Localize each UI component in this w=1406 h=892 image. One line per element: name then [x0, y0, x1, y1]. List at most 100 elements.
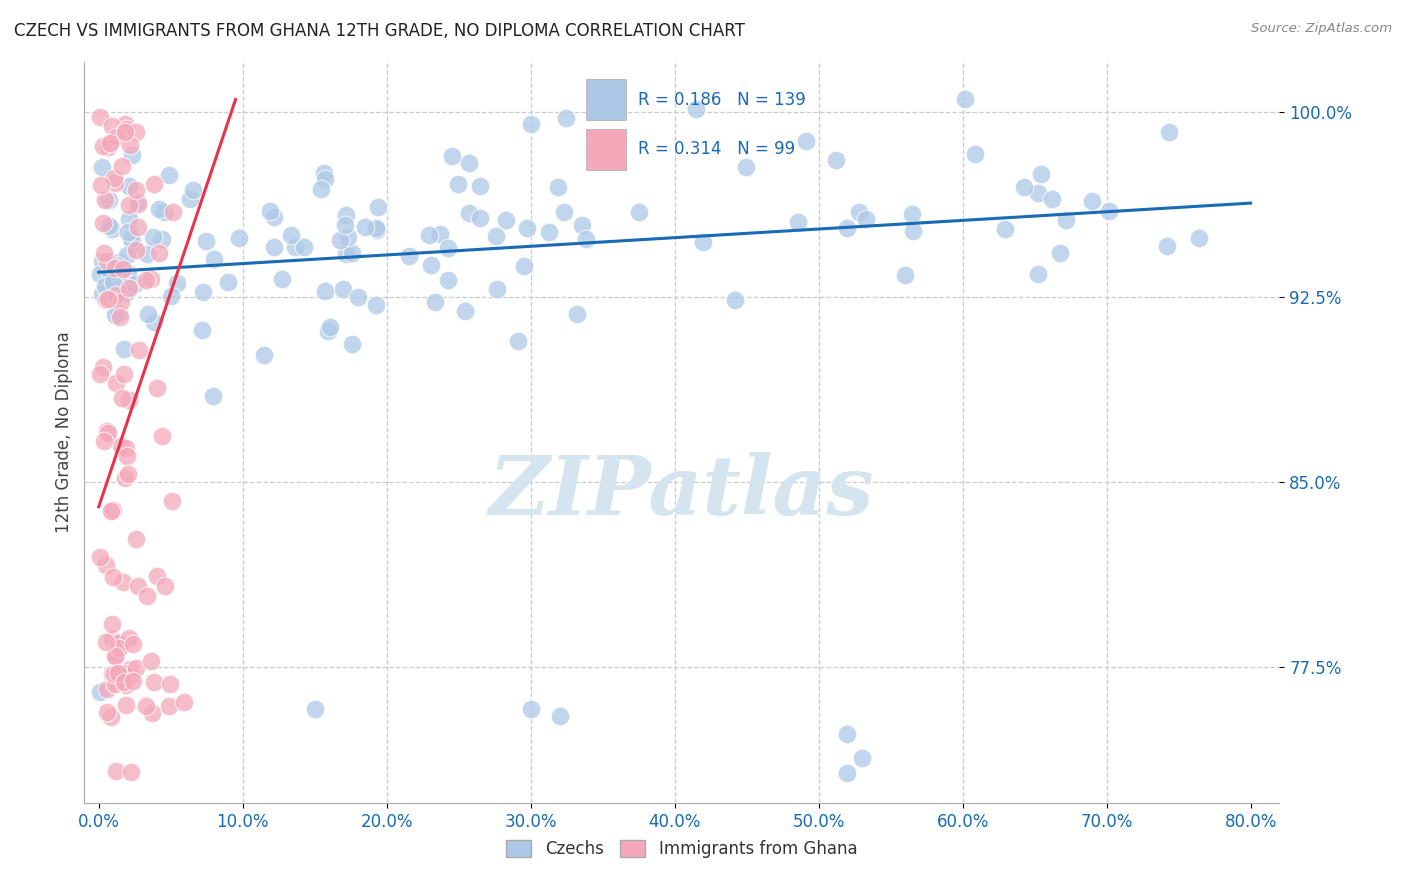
Point: [114, 125, 136, 139]
Point: [91, 216, 114, 230]
Point: [146, 569, 169, 583]
Point: [458, 206, 481, 220]
Point: [135, 247, 157, 261]
Point: [554, 111, 576, 125]
Point: [89, 267, 111, 281]
Point: [105, 764, 128, 779]
Point: [114, 117, 136, 131]
Point: [160, 494, 183, 508]
Point: [111, 391, 134, 405]
Point: [965, 147, 987, 161]
Point: [418, 228, 440, 243]
Point: [139, 272, 162, 286]
Point: [97, 193, 120, 207]
Point: [901, 207, 924, 221]
Legend: Czechs, Immigrants from Ghana: Czechs, Immigrants from Ghana: [499, 833, 865, 865]
Point: [104, 260, 127, 275]
Point: [93, 246, 115, 260]
Point: [90, 287, 112, 301]
Point: [148, 202, 170, 216]
Point: [354, 220, 377, 235]
Point: [136, 307, 159, 321]
Point: [685, 102, 707, 116]
Point: [398, 249, 420, 263]
Point: [122, 236, 145, 251]
Point: [314, 284, 336, 298]
Point: [96, 705, 118, 719]
Point: [94, 558, 117, 573]
Point: [347, 290, 370, 304]
Point: [111, 574, 134, 589]
Point: [336, 230, 359, 244]
Point: [506, 334, 529, 348]
Point: [139, 654, 162, 668]
Point: [519, 702, 541, 716]
Point: [1014, 180, 1036, 194]
Point: [364, 298, 387, 312]
Point: [538, 225, 561, 239]
Point: [115, 442, 138, 456]
Point: [89, 367, 111, 381]
Point: [513, 259, 536, 273]
Text: Source: ZipAtlas.com: Source: ZipAtlas.com: [1251, 22, 1392, 36]
Text: CZECH VS IMMIGRANTS FROM GHANA 12TH GRADE, NO DIPLOMA CORRELATION CHART: CZECH VS IMMIGRANTS FROM GHANA 12TH GRAD…: [14, 22, 745, 40]
Point: [202, 389, 225, 403]
Point: [420, 258, 443, 272]
Point: [98, 136, 121, 150]
Point: [1026, 267, 1049, 281]
Point: [292, 239, 315, 253]
Point: [855, 211, 877, 226]
Point: [96, 424, 118, 438]
Point: [423, 295, 446, 310]
Point: [851, 751, 873, 765]
Point: [111, 261, 134, 276]
Point: [122, 673, 145, 688]
Point: [837, 766, 859, 780]
Point: [575, 232, 598, 246]
Point: [118, 212, 141, 227]
Point: [894, 268, 917, 283]
Point: [516, 221, 538, 235]
Point: [335, 208, 357, 222]
Point: [112, 675, 135, 690]
Point: [217, 276, 239, 290]
Point: [101, 221, 124, 235]
Point: [173, 695, 195, 709]
Point: [280, 227, 302, 242]
Point: [329, 234, 352, 248]
Point: [142, 178, 165, 192]
Point: [104, 648, 127, 663]
Text: R = 0.186   N = 139: R = 0.186 N = 139: [638, 91, 806, 109]
Point: [101, 275, 124, 289]
Point: [166, 276, 188, 290]
Point: [441, 149, 464, 163]
Point: [437, 273, 460, 287]
Point: [825, 153, 848, 167]
Point: [114, 266, 136, 280]
Text: R = 0.314   N = 99: R = 0.314 N = 99: [638, 141, 796, 159]
Point: [162, 205, 184, 219]
Point: [787, 215, 810, 229]
Point: [848, 205, 870, 219]
Point: [124, 277, 146, 292]
Point: [335, 246, 357, 260]
Point: [105, 376, 128, 391]
Point: [1188, 231, 1211, 245]
Point: [122, 637, 145, 651]
Point: [1081, 194, 1104, 209]
Point: [120, 232, 142, 246]
Point: [103, 170, 125, 185]
Point: [284, 240, 307, 254]
Point: [117, 266, 139, 280]
Point: [96, 681, 118, 696]
Point: [263, 240, 285, 254]
Point: [142, 230, 165, 244]
Point: [319, 320, 342, 334]
Point: [125, 532, 148, 546]
Point: [120, 669, 142, 683]
Point: [104, 130, 127, 145]
Point: [837, 727, 859, 741]
Point: [692, 235, 714, 249]
Bar: [586, 78, 626, 120]
Point: [107, 636, 129, 650]
